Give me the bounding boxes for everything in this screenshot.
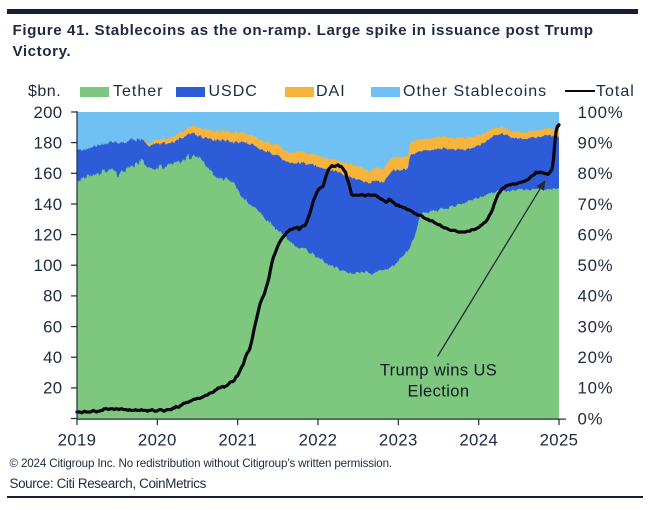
svg-text:100: 100 xyxy=(33,256,62,275)
svg-text:50%: 50% xyxy=(578,256,614,275)
svg-text:140: 140 xyxy=(33,195,62,214)
svg-text:2024: 2024 xyxy=(459,430,498,449)
svg-text:20: 20 xyxy=(43,379,62,398)
svg-text:40%: 40% xyxy=(578,287,614,306)
svg-text:180: 180 xyxy=(33,133,62,152)
svg-text:2021: 2021 xyxy=(218,430,257,449)
svg-text:Election: Election xyxy=(408,383,470,401)
svg-text:0%: 0% xyxy=(578,409,604,428)
svg-text:120: 120 xyxy=(33,225,62,244)
svg-text:80%: 80% xyxy=(578,164,614,183)
svg-text:70%: 70% xyxy=(578,195,614,214)
svg-text:30%: 30% xyxy=(578,317,614,336)
svg-text:10%: 10% xyxy=(578,379,614,398)
svg-text:2022: 2022 xyxy=(299,430,338,449)
svg-text:90%: 90% xyxy=(578,133,614,152)
svg-text:80: 80 xyxy=(43,287,62,306)
svg-text:200: 200 xyxy=(33,103,62,122)
svg-text:60: 60 xyxy=(43,317,62,336)
svg-text:100%: 100% xyxy=(578,103,624,122)
svg-text:160: 160 xyxy=(33,164,62,183)
svg-text:2019: 2019 xyxy=(58,430,97,449)
svg-text:20%: 20% xyxy=(578,348,614,367)
svg-text:2020: 2020 xyxy=(138,430,177,449)
svg-text:40: 40 xyxy=(43,348,62,367)
svg-text:60%: 60% xyxy=(578,225,614,244)
svg-text:Trump wins US: Trump wins US xyxy=(380,362,497,380)
svg-text:2025: 2025 xyxy=(540,430,579,449)
svg-text:2023: 2023 xyxy=(379,430,418,449)
